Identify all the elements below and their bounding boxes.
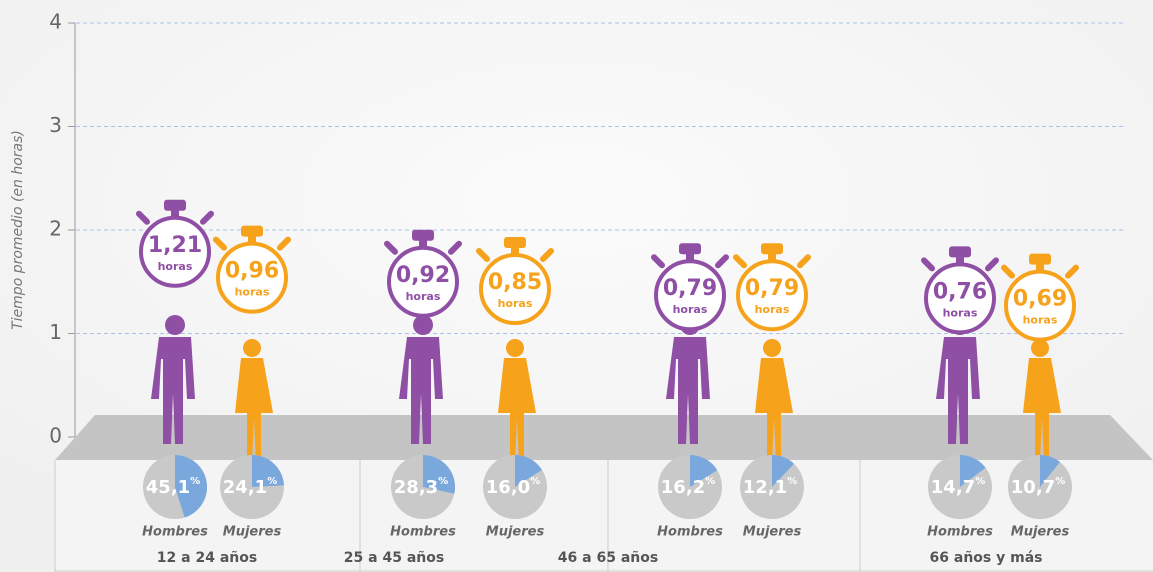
share-unit: % [975,476,985,487]
share-value: 10,7 [1011,477,1055,498]
share-unit: % [1055,476,1065,487]
unit-label: horas [1023,314,1058,327]
category-label: 25 a 45 años [344,550,444,566]
stopwatch-knob [504,237,526,248]
stopwatch-knob [412,230,434,241]
y-tick-label: 1 [49,320,62,344]
unit-label: horas [943,306,978,319]
share-unit: % [530,476,540,487]
chart: Tiempo promedio (en horas) 0 1 2 3 4 12 a 24 … [0,0,1153,572]
legend-label: Mujeres [486,525,545,540]
share-unit: % [267,476,277,487]
share-value: 28,3 [394,477,438,498]
value-label: 0,76 [933,279,987,304]
share-unit: % [787,476,797,487]
category-label: 66 años y más [930,550,1043,566]
stopwatch-knob [679,243,701,254]
unit-label: horas [158,260,193,273]
share-value: 12,1 [743,477,787,498]
platform [55,415,1153,460]
legend-label: Hombres [927,525,993,540]
value-label: 0,69 [1013,287,1067,312]
value-label: 0,85 [488,270,542,295]
stopwatch-knob [949,246,971,257]
legend-label: Mujeres [1011,525,1070,540]
legend-label: Hombres [657,525,723,540]
y-tick-label: 0 [49,424,62,448]
legend-label: Hombres [390,525,456,540]
person-head [763,339,781,357]
stopwatch-knob [761,243,783,254]
legend-label: Mujeres [743,525,802,540]
unit-label: horas [498,297,533,310]
value-label: 1,21 [148,233,202,258]
share-value: 24,1 [223,477,267,498]
y-tick-label: 4 [49,10,62,34]
unit-label: horas [406,290,441,303]
legend-label: Mujeres [223,525,282,540]
share-unit: % [190,476,200,487]
unit-label: horas [755,303,790,316]
unit-label: horas [673,303,708,316]
value-label: 0,92 [396,263,450,288]
share-value: 16,0 [486,477,530,498]
person-head [1031,339,1049,357]
share-unit: % [438,476,448,487]
person-head [243,339,261,357]
y-tick-label: 3 [49,113,62,137]
person-head [506,339,524,357]
category-label: 46 a 65 años [558,550,658,566]
stopwatch-knob [164,200,186,211]
value-label: 0,79 [663,276,717,301]
y-axis-label: Tiempo promedio (en horas) [10,130,26,330]
legend-label: Hombres [142,525,208,540]
unit-label: horas [235,286,270,299]
stopwatch-knob [241,226,263,237]
value-label: 0,96 [225,259,279,284]
category-label: 12 a 24 años [157,550,257,566]
stopwatch-knob [1029,254,1051,265]
share-unit: % [705,476,715,487]
share-value: 45,1 [146,477,190,498]
person-head [413,315,433,335]
person-head [165,315,185,335]
share-value: 16,2 [661,477,705,498]
share-value: 14,7 [931,477,975,498]
value-label: 0,79 [745,276,799,301]
y-tick-label: 2 [49,217,62,241]
